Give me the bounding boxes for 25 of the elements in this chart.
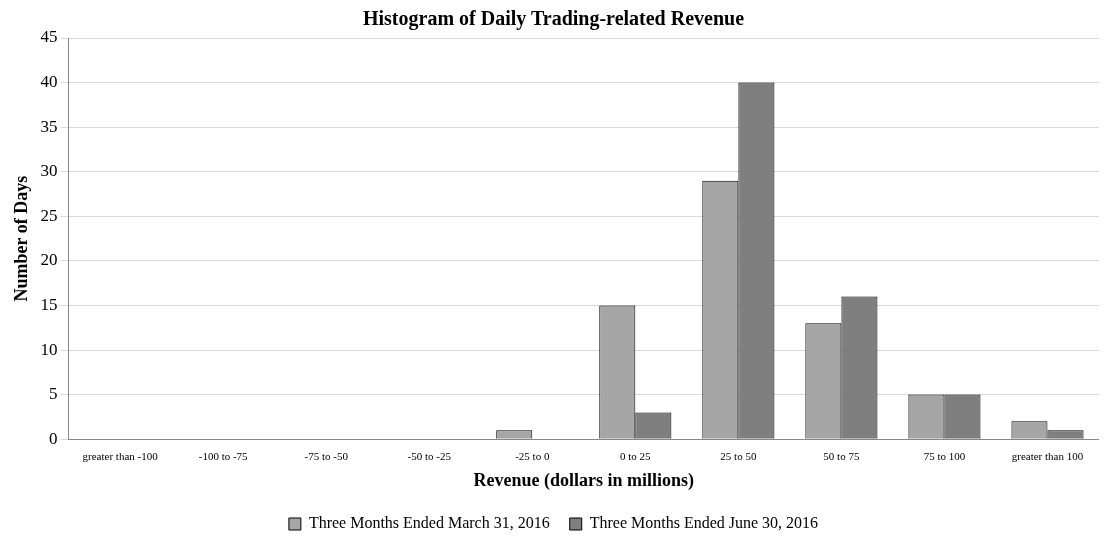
y-tick-label: 20 xyxy=(40,250,58,270)
x-tick-label: 75 to 100 xyxy=(923,449,966,462)
x-tick-label: greater than 100 xyxy=(1011,449,1084,462)
x-tick-label: 50 to 75 xyxy=(823,449,860,462)
y-tick-label: 0 xyxy=(49,428,58,448)
y-tick-label: 10 xyxy=(40,339,58,359)
y-tick-label: 5 xyxy=(49,384,58,404)
y-tick-label: 40 xyxy=(40,72,58,92)
x-tick-label: 0 to 25 xyxy=(620,449,652,462)
y-tick-label: 15 xyxy=(40,294,58,314)
chart-title: Histogram of Daily Trading-related Revenue xyxy=(362,7,745,31)
x-tick-label: 25 to 50 xyxy=(720,449,757,462)
legend-label: Three Months Ended March 31, 2016 xyxy=(308,514,550,532)
y-tick-label: 30 xyxy=(40,161,58,181)
y-axis-title: Number of Days xyxy=(11,175,32,302)
y-tick-label: 25 xyxy=(40,205,58,225)
x-tick-label: -50 to -25 xyxy=(407,449,452,462)
legend-label: Three Months Ended June 30, 2016 xyxy=(589,514,819,532)
x-tick-label: -25 to 0 xyxy=(515,449,550,462)
x-axis-title: Revenue (dollars in millions) xyxy=(473,469,695,491)
x-tick-label: greater than -100 xyxy=(82,449,159,462)
x-tick-label: -100 to -75 xyxy=(198,449,249,462)
y-tick-label: 45 xyxy=(40,27,58,47)
y-tick-label: 35 xyxy=(40,116,58,136)
x-tick-label: -75 to -50 xyxy=(304,449,349,462)
